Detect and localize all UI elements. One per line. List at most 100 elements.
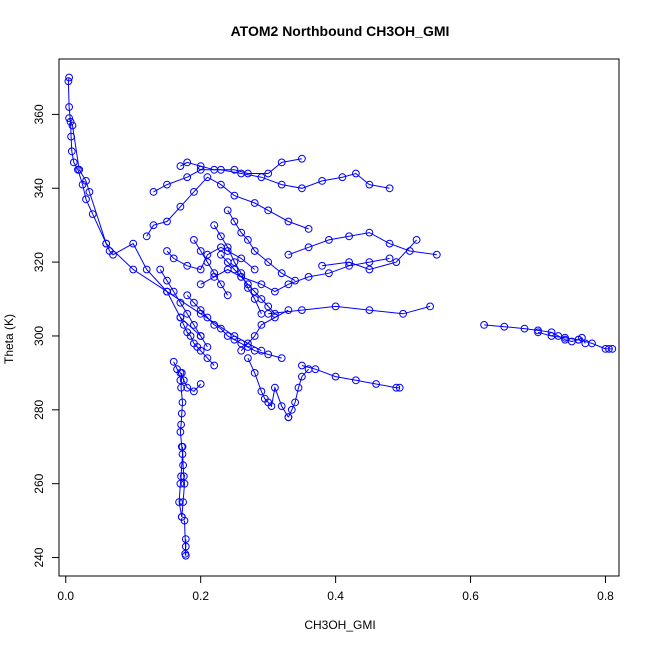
y-tick-label: 320 [32, 252, 46, 272]
data-series [318, 236, 421, 274]
data-point [298, 361, 306, 370]
data-point [179, 472, 188, 481]
series-line [173, 361, 202, 393]
data-point [177, 472, 186, 481]
data-point [64, 77, 73, 86]
data-series [284, 228, 441, 259]
data-point [365, 228, 374, 237]
data-point [210, 165, 219, 174]
data-point [176, 298, 185, 307]
data-point [230, 335, 239, 344]
data-point [223, 258, 232, 267]
data-point [298, 306, 306, 315]
data-point [392, 258, 401, 267]
data-point [277, 402, 286, 411]
data-point [203, 258, 212, 267]
data-point [250, 247, 259, 255]
data-point [178, 398, 187, 407]
data-point [176, 162, 185, 171]
data-point [271, 287, 279, 296]
data-point [291, 276, 300, 285]
data-point [264, 350, 273, 359]
data-point [176, 313, 185, 322]
data-point [271, 383, 279, 392]
data-series [298, 361, 404, 392]
data-point [196, 280, 205, 289]
data-point [68, 121, 77, 130]
x-axis: 0.0 0.2 0.4 0.6 0.8 [57, 576, 614, 603]
data-point [271, 313, 279, 322]
data-point [196, 380, 205, 388]
data-point [186, 332, 195, 340]
data-point [264, 169, 273, 178]
data-point [608, 345, 617, 353]
data-point [534, 328, 542, 337]
data-point [177, 383, 186, 392]
data-point [85, 188, 94, 196]
series-line [287, 368, 309, 418]
data-point [385, 239, 394, 248]
data-point [176, 369, 185, 377]
series-line [240, 309, 289, 352]
data-point [365, 265, 374, 274]
plot-frame [58, 58, 620, 577]
data-point [352, 169, 360, 178]
data-point [183, 383, 192, 392]
data-point [331, 372, 340, 381]
data-point [196, 332, 205, 340]
data-series [284, 365, 313, 422]
series-line [159, 269, 208, 348]
data-point [237, 254, 246, 263]
data-point [250, 346, 259, 355]
data-point [291, 398, 300, 407]
data-point [284, 306, 293, 315]
data-point [365, 258, 374, 267]
data-point [65, 73, 73, 82]
data-point [180, 516, 189, 525]
y-tick-label: 240 [32, 547, 46, 567]
data-series [534, 328, 617, 353]
x-tick-label: 0.0 [57, 589, 74, 603]
data-point [392, 383, 401, 392]
data-point [385, 184, 394, 193]
data-point [304, 225, 313, 233]
data-point [257, 309, 266, 318]
data-point [169, 254, 178, 263]
data-point [217, 280, 225, 289]
data-series [196, 254, 394, 296]
data-point [318, 261, 327, 270]
data-point [284, 280, 293, 289]
data-point [181, 551, 190, 560]
x-axis-label: CH3OH_GMI [304, 618, 375, 632]
data-point [183, 291, 192, 300]
x-tick-label: 0.6 [462, 589, 479, 603]
y-axis-label: Theta (K) [2, 314, 16, 364]
data-point [210, 361, 219, 370]
data-point [250, 369, 259, 377]
data-point [176, 428, 185, 436]
data-point [325, 269, 333, 278]
data-point [75, 165, 84, 174]
data-point [67, 147, 76, 156]
data-point [190, 188, 198, 196]
data-point [178, 442, 187, 451]
data-point [109, 250, 117, 259]
data-point [284, 413, 293, 422]
data-series [176, 313, 219, 370]
data-point [177, 420, 186, 429]
data-point [65, 114, 73, 122]
data-point [203, 173, 212, 182]
series-line [247, 357, 289, 418]
chart-title: ATOM2 Northbound CH3OH_GMI [231, 23, 450, 39]
data-point [176, 202, 185, 211]
series-line [484, 324, 586, 344]
data-point [176, 479, 185, 488]
data-point [385, 254, 394, 263]
data-point [163, 180, 171, 189]
data-point [217, 232, 225, 241]
data-point [399, 309, 408, 318]
data-point [196, 265, 205, 274]
data-point [177, 409, 186, 418]
data-point [284, 217, 293, 226]
data-point [426, 302, 435, 311]
